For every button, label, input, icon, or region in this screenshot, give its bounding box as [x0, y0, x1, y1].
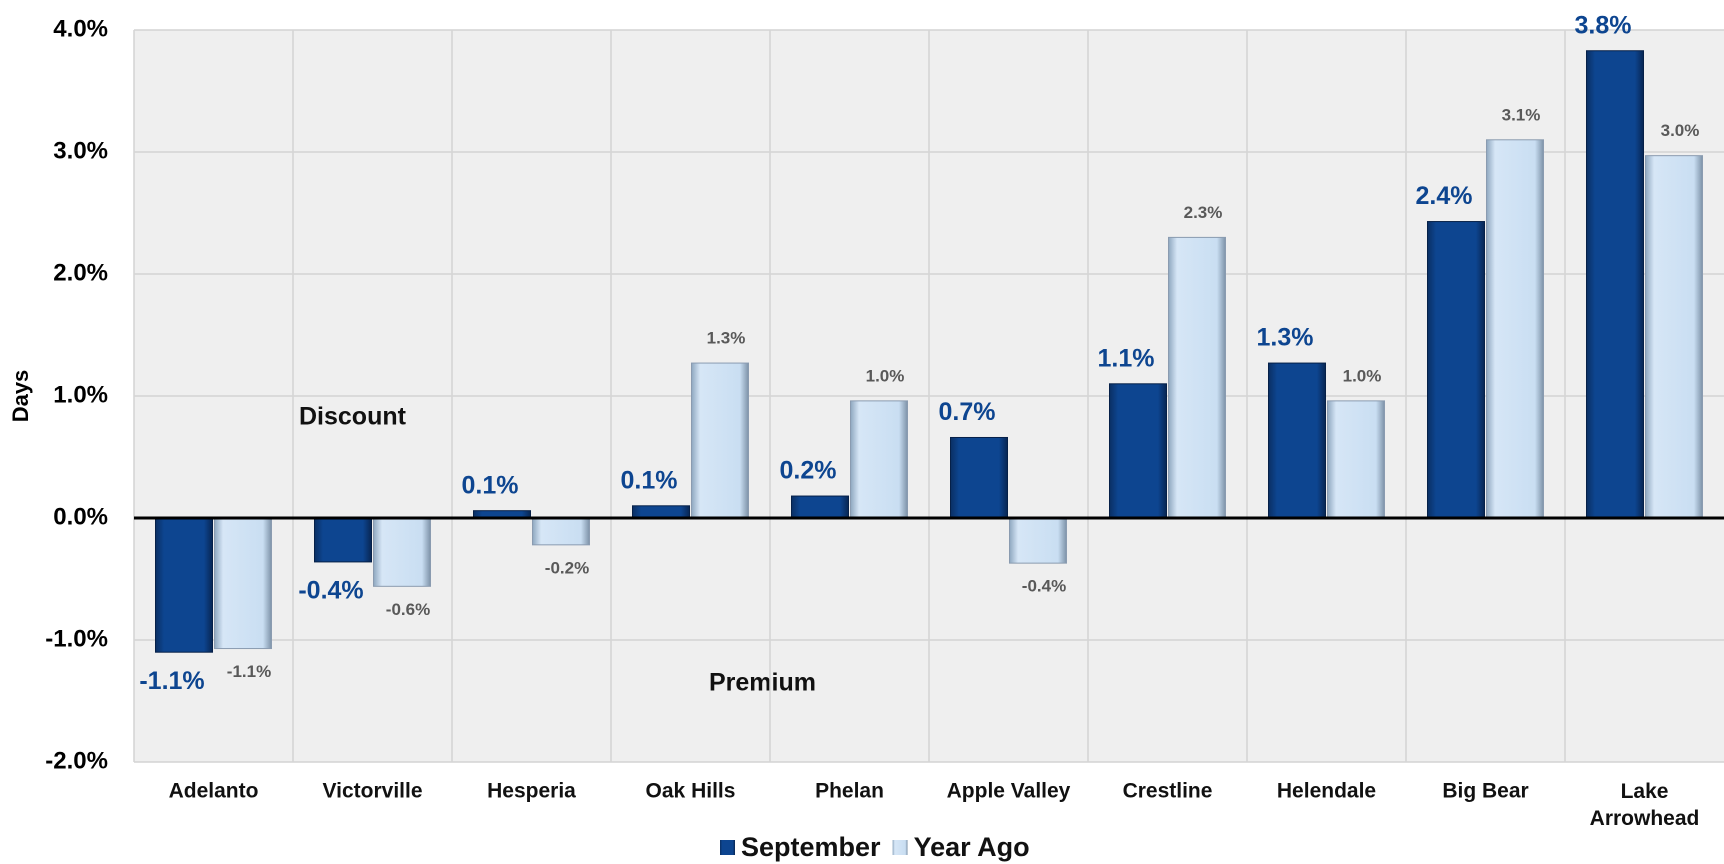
bar	[1427, 221, 1485, 519]
bar	[1486, 139, 1544, 519]
data-label: 2.3%	[1184, 203, 1223, 222]
data-label: 0.1%	[462, 471, 519, 499]
x-tick-label: Victorville	[323, 780, 423, 803]
x-tick-label: Adelanto	[169, 780, 259, 803]
bar	[1268, 362, 1326, 519]
data-label: 2.4%	[1416, 182, 1473, 210]
x-tick-label: Apple Valley	[947, 780, 1071, 803]
data-label: 1.0%	[866, 366, 905, 385]
y-tick-label: 4.0%	[53, 15, 108, 42]
x-tick-label-line: Lake	[1621, 780, 1669, 803]
bar	[691, 362, 749, 519]
x-tick-label: Oak Hills	[646, 780, 736, 803]
data-label: 3.8%	[1575, 11, 1632, 39]
data-label: 3.0%	[1661, 121, 1700, 140]
data-label: 1.3%	[707, 329, 746, 348]
x-tick-label: Phelan	[815, 780, 884, 803]
annotation: Discount	[299, 403, 407, 431]
data-label: 0.2%	[780, 457, 837, 485]
bar	[791, 495, 849, 519]
x-tick-label: Lake Arrowhead	[1590, 780, 1700, 830]
y-tick-label: 3.0%	[53, 137, 108, 164]
bar	[1109, 383, 1167, 519]
data-label: -0.2%	[545, 558, 589, 577]
bar	[1009, 517, 1067, 564]
y-tick-label: 2.0%	[53, 259, 108, 286]
bar	[1168, 236, 1226, 519]
bar	[155, 517, 213, 653]
y-tick-label: -1.0%	[45, 625, 108, 652]
data-label: 1.0%	[1343, 366, 1382, 385]
data-label: 3.1%	[1502, 105, 1541, 124]
x-tick-label: Hesperia	[487, 780, 576, 803]
legend-label: September	[741, 832, 881, 862]
y-axis-label: Days	[8, 370, 33, 423]
legend-label: Year Ago	[914, 832, 1030, 862]
bar	[1586, 50, 1644, 519]
bar	[314, 517, 372, 563]
bar	[950, 436, 1008, 519]
bar	[632, 505, 690, 519]
bar	[373, 517, 431, 587]
data-label: -1.1%	[139, 667, 204, 695]
data-label: 0.7%	[939, 398, 996, 426]
data-label: 1.1%	[1098, 344, 1155, 372]
data-label: -0.6%	[386, 600, 430, 619]
bar	[532, 517, 590, 546]
bar	[1327, 400, 1385, 519]
data-label: 1.3%	[1257, 324, 1314, 352]
x-tick-label: Helendale	[1277, 780, 1376, 803]
data-label: -0.4%	[1022, 577, 1066, 596]
y-tick-label: 0.0%	[53, 503, 108, 530]
x-tick-label: Crestline	[1123, 780, 1213, 803]
data-label: -1.1%	[227, 662, 271, 681]
bar	[1645, 155, 1703, 519]
data-label: -0.4%	[298, 577, 363, 605]
bar	[850, 400, 908, 519]
y-tick-label: 1.0%	[53, 381, 108, 408]
legend-swatch	[892, 840, 908, 855]
annotation: Premium	[709, 669, 816, 697]
data-label: 0.1%	[621, 466, 678, 494]
bar	[214, 517, 272, 650]
x-tick-label-line: Arrowhead	[1590, 807, 1700, 830]
x-tick-label: Big Bear	[1442, 780, 1528, 803]
legend-swatch	[720, 840, 735, 855]
y-tick-label: -2.0%	[45, 747, 108, 774]
